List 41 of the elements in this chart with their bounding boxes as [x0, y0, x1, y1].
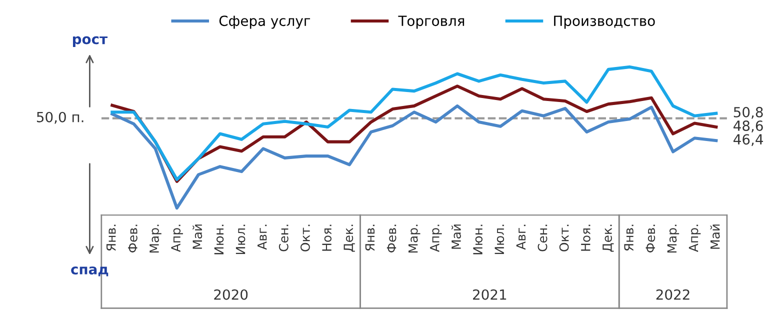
- x-tick-label: Июл.: [494, 224, 504, 254]
- text: 2021: [473, 289, 506, 300]
- x-tick-label: Апр.: [171, 224, 183, 252]
- data-label: 48,6: [734, 120, 763, 132]
- legend-label: Производство: [554, 16, 655, 29]
- text: 2022: [656, 289, 690, 300]
- x-tick-label: Сен.: [538, 224, 548, 252]
- x-tick-label: Май: [192, 224, 202, 249]
- x-tick-label: Янв.: [624, 224, 634, 251]
- x-tick-label: Мар.: [408, 224, 420, 253]
- x-tick-label: Авг.: [516, 224, 526, 250]
- x-tick-label: Фев.: [128, 224, 138, 252]
- x-tick-label: Июн.: [214, 224, 224, 254]
- data-label: 50,8: [734, 106, 763, 119]
- x-tick-label: Апр.: [688, 224, 701, 252]
- x-tick-label: Сен.: [278, 224, 288, 252]
- x-tick-label: Ноя.: [581, 224, 590, 251]
- legend-label: Торговля: [398, 16, 464, 29]
- x-tick-label: Янв.: [106, 224, 116, 251]
- x-tick-label: Янв.: [365, 224, 374, 251]
- x-tick-label: Дек.: [344, 224, 355, 252]
- ref-line-label: 50,0 п.: [36, 112, 84, 124]
- x-tick-label: Фев.: [386, 224, 396, 252]
- x-tick-label: Апр.: [430, 224, 442, 252]
- x-tick-label: Окт.: [559, 224, 569, 252]
- x-tick-label: Июл.: [236, 224, 246, 254]
- x-tick-label: Май: [451, 224, 461, 249]
- x-tick-label: Май: [710, 224, 720, 249]
- x-tick-label: Июн.: [473, 224, 483, 254]
- text: рост: [72, 36, 108, 47]
- text: спад: [71, 266, 108, 276]
- x-tick-label: Мар.: [150, 224, 162, 253]
- legend-label: Сфера услуг: [219, 16, 310, 29]
- x-tick-label: Ноя.: [322, 224, 332, 251]
- x-tick-label: Дек.: [602, 224, 614, 252]
- x-tick-label: Фев.: [646, 224, 656, 252]
- text: 2020: [214, 289, 248, 300]
- x-tick-label: Окт.: [300, 224, 310, 252]
- x-tick-label: Авг.: [258, 224, 267, 250]
- data-label: 46,4: [734, 134, 763, 146]
- x-tick-label: Мар.: [667, 224, 680, 253]
